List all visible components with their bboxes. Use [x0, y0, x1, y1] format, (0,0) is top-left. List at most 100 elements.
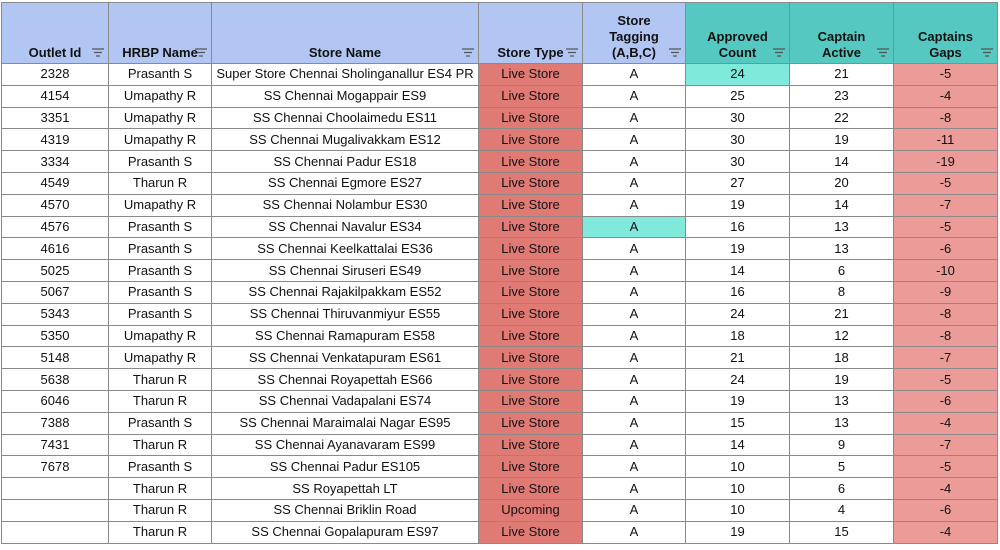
- table-cell: -11: [893, 128, 998, 152]
- column-header[interactable]: Outlet Id: [1, 2, 109, 64]
- table-cell: A: [582, 498, 686, 522]
- filter-icon[interactable]: [669, 48, 681, 57]
- table-cell: Tharun R: [108, 520, 212, 544]
- table-cell: SS Chennai Venkatapuram ES61: [211, 346, 479, 370]
- table-row: 5343 Prasanth S SS Chennai Thiruvanmiyur E…: [1, 302, 998, 326]
- filter-icon[interactable]: [981, 48, 993, 57]
- table-cell: SS Chennai Thiruvanmiyur ES55: [211, 302, 479, 326]
- table-cell: [1, 498, 109, 522]
- table-cell: Umapathy R: [108, 84, 212, 108]
- table-cell: 10: [685, 498, 790, 522]
- table-cell: A: [582, 389, 686, 413]
- table-row: 6046 Tharun R SS Chennai Vadapalani ES74 Li…: [1, 389, 998, 413]
- table-cell: SS Chennai Nolambur ES30: [211, 193, 479, 217]
- table-cell: 15: [789, 520, 894, 544]
- column-header[interactable]: Approved Count: [685, 2, 790, 64]
- table-cell: 7431: [1, 433, 109, 457]
- table-cell: -19: [893, 150, 998, 173]
- table-cell: -4: [893, 411, 998, 435]
- table-row: 7678 Prasanth S SS Chennai Padur ES105 Live…: [1, 455, 998, 479]
- table-cell: Tharun R: [108, 433, 212, 457]
- table-cell: 7388: [1, 411, 109, 435]
- table-cell: Live Store: [478, 477, 583, 500]
- filter-icon[interactable]: [92, 48, 104, 57]
- table-cell: SS Chennai Navalur ES34: [211, 215, 479, 239]
- table-cell: 5067: [1, 280, 109, 304]
- table-cell: 6: [789, 259, 894, 282]
- table-cell: 10: [685, 455, 790, 479]
- table-cell: Prasanth S: [108, 302, 212, 326]
- table-cell: 27: [685, 171, 790, 195]
- table-cell: SS Chennai Padur ES18: [211, 150, 479, 173]
- table-cell: -5: [893, 215, 998, 239]
- table-cell: A: [582, 520, 686, 544]
- table-cell: SS Chennai Ayanavaram ES99: [211, 433, 479, 457]
- table-cell: SS Chennai Keelkattalai ES36: [211, 237, 479, 261]
- table-cell: 15: [685, 411, 790, 435]
- column-header[interactable]: Captains Gaps: [893, 2, 998, 64]
- table-row: 5025 Prasanth S SS Chennai Siruseri ES49 Li…: [1, 259, 998, 282]
- table-cell: 21: [789, 63, 894, 86]
- table-cell: 4154: [1, 84, 109, 108]
- table-row: 4616 Prasanth S SS Chennai Keelkattalai ES…: [1, 237, 998, 261]
- table-cell: 22: [789, 106, 894, 130]
- table-cell: 10: [685, 477, 790, 500]
- table-cell: 16: [685, 215, 790, 239]
- table-cell: -5: [893, 368, 998, 391]
- filter-icon[interactable]: [773, 48, 785, 57]
- table-cell: 19: [685, 193, 790, 217]
- table-cell: A: [582, 150, 686, 173]
- table-cell: 4319: [1, 128, 109, 152]
- table-cell: 5343: [1, 302, 109, 326]
- table-cell: A: [582, 63, 686, 86]
- table-cell: 19: [685, 520, 790, 544]
- table-cell: 4549: [1, 171, 109, 195]
- column-header[interactable]: Store Name: [211, 2, 479, 64]
- column-header[interactable]: Captain Active: [789, 2, 894, 64]
- table-cell: Live Store: [478, 150, 583, 173]
- table-row: 4549 Tharun R SS Chennai Egmore ES27 Live S…: [1, 171, 998, 195]
- table-cell: Tharun R: [108, 498, 212, 522]
- table-cell: 19: [685, 237, 790, 261]
- table-row: Tharun R SS Chennai Briklin Road Upcoming A…: [1, 498, 998, 522]
- table-cell: -4: [893, 520, 998, 544]
- table-cell: 9: [789, 433, 894, 457]
- header-text: Store Tagging (A,B,C): [609, 13, 659, 60]
- table-cell: Live Store: [478, 106, 583, 130]
- table-cell: Live Store: [478, 433, 583, 457]
- table-cell: 5148: [1, 346, 109, 370]
- table-cell: Tharun R: [108, 389, 212, 413]
- filter-icon[interactable]: [462, 48, 474, 57]
- column-header[interactable]: Store Type: [478, 2, 583, 64]
- table-cell: SS Chennai Vadapalani ES74: [211, 389, 479, 413]
- table-cell: 5: [789, 455, 894, 479]
- table-cell: 7678: [1, 455, 109, 479]
- table-cell: A: [582, 193, 686, 217]
- table-cell: SS Chennai Egmore ES27: [211, 171, 479, 195]
- table-cell: -9: [893, 280, 998, 304]
- table-cell: 24: [685, 302, 790, 326]
- table-cell: Super Store Chennai Sholinganallur ES4 P…: [211, 63, 479, 86]
- table-cell: -6: [893, 498, 998, 522]
- column-header[interactable]: HRBP Name: [108, 2, 212, 64]
- filter-icon[interactable]: [195, 48, 207, 57]
- column-header[interactable]: Store Tagging (A,B,C): [582, 2, 686, 64]
- table-cell: 14: [685, 433, 790, 457]
- table-row: 7388 Prasanth S SS Chennai Maraimalai Naga…: [1, 411, 998, 435]
- table-cell: SS Chennai Briklin Road: [211, 498, 479, 522]
- table-cell: 14: [789, 150, 894, 173]
- table-cell: Live Store: [478, 280, 583, 304]
- table-cell: 6: [789, 477, 894, 500]
- filter-icon[interactable]: [566, 48, 578, 57]
- table-cell: 14: [789, 193, 894, 217]
- table-cell: A: [582, 84, 686, 108]
- table-cell: [1, 477, 109, 500]
- table-cell: -5: [893, 63, 998, 86]
- table-cell: Live Store: [478, 324, 583, 348]
- table-cell: Prasanth S: [108, 215, 212, 239]
- filter-icon[interactable]: [877, 48, 889, 57]
- table-cell: A: [582, 259, 686, 282]
- table-row: 5148 Umapathy R SS Chennai Venkatapuram ES…: [1, 346, 998, 370]
- table-cell: Live Store: [478, 368, 583, 391]
